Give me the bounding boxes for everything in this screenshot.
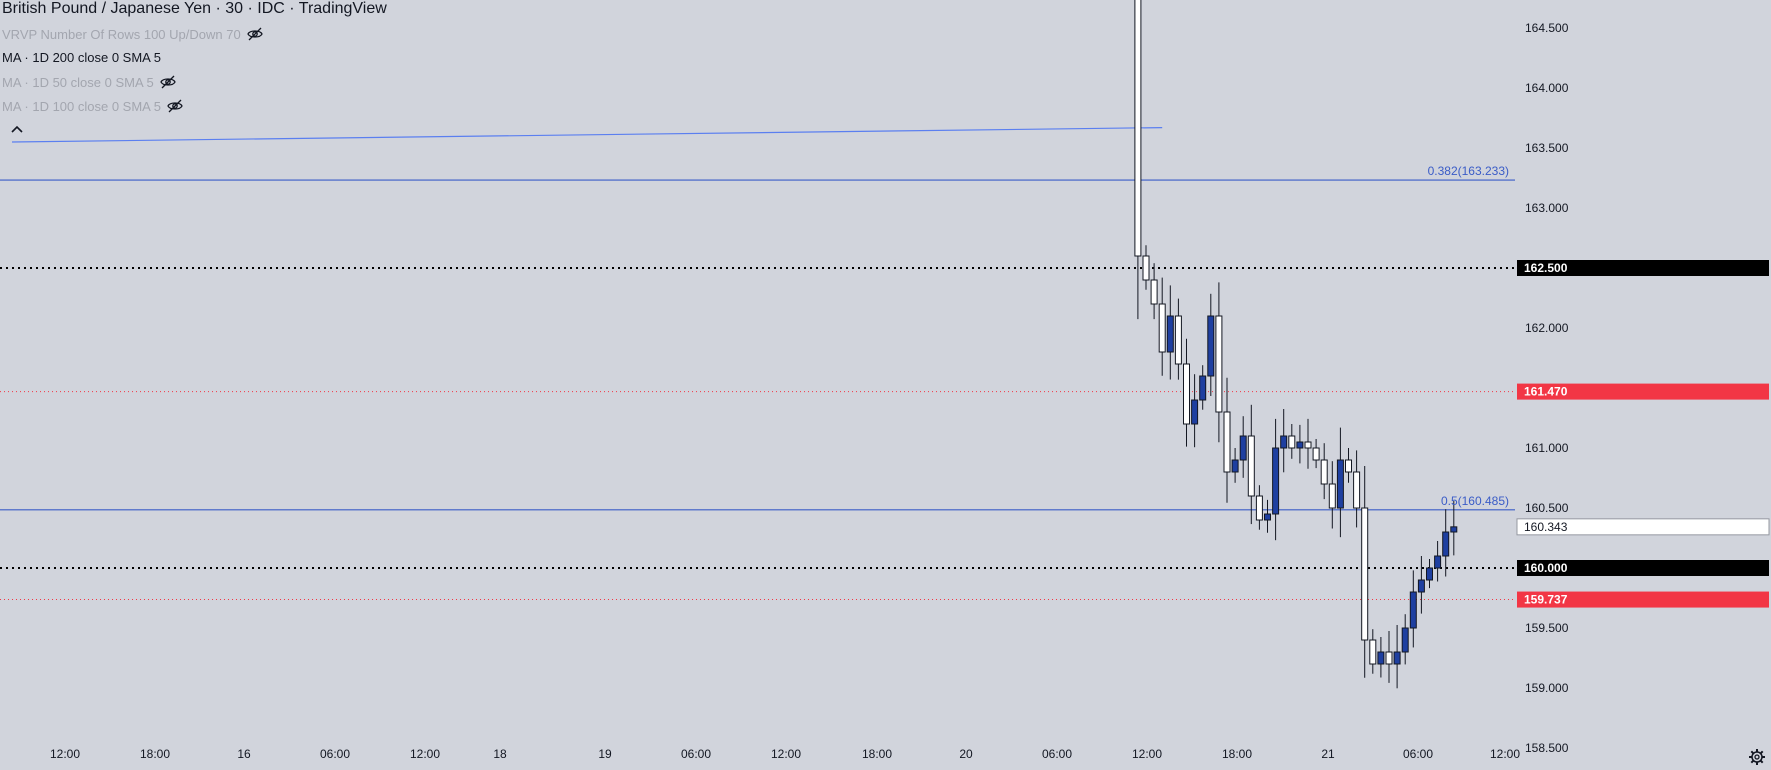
candle-body bbox=[1393, 651, 1401, 665]
price-tag-label: 162.500 bbox=[1524, 261, 1568, 275]
x-tick-label: 06:00 bbox=[1403, 747, 1433, 761]
x-tick-label: 06:00 bbox=[681, 747, 711, 761]
candle-body bbox=[1361, 507, 1369, 641]
candle-body bbox=[1312, 447, 1320, 461]
y-tick-label: 163.500 bbox=[1525, 141, 1569, 155]
y-tick-label: 158.500 bbox=[1525, 741, 1569, 755]
candle-body bbox=[1280, 435, 1288, 449]
chart-title: British Pound / Japanese Yen · 30 · IDC … bbox=[2, 0, 387, 17]
candle-body bbox=[1150, 279, 1158, 305]
x-tick-label: 20 bbox=[959, 747, 973, 761]
candle-body bbox=[1304, 441, 1312, 449]
chevron-up-icon[interactable] bbox=[10, 122, 24, 136]
price-tag bbox=[1517, 560, 1769, 576]
indicator-label: MA · 1D 100 close 0 SMA 5 bbox=[2, 98, 161, 114]
price-tag bbox=[1517, 260, 1769, 276]
trend-line bbox=[11, 127, 1163, 143]
x-tick-label: 18:00 bbox=[1222, 747, 1252, 761]
candle-body bbox=[1231, 459, 1239, 473]
candle-body bbox=[1385, 651, 1393, 665]
candle-body bbox=[1442, 531, 1450, 557]
candle-body bbox=[1353, 471, 1361, 509]
price-tag bbox=[1517, 383, 1769, 400]
candle-body bbox=[1183, 363, 1190, 425]
y-tick-label: 161.000 bbox=[1525, 441, 1569, 455]
candle-body bbox=[1369, 639, 1377, 665]
x-tick-label: 12:00 bbox=[1132, 747, 1162, 761]
candle-body bbox=[1434, 555, 1442, 569]
indicator-label: MA · 1D 200 close 0 SMA 5 bbox=[2, 50, 161, 65]
eye-off-icon[interactable] bbox=[167, 98, 183, 114]
price-tag bbox=[1517, 591, 1769, 608]
candle-body bbox=[1401, 627, 1409, 653]
candle-body bbox=[1199, 375, 1207, 401]
price-tag bbox=[1516, 518, 1770, 536]
candle-body bbox=[1377, 651, 1385, 665]
candle-body bbox=[1134, 0, 1142, 257]
gear-icon[interactable] bbox=[1748, 748, 1766, 766]
candle-body bbox=[1207, 315, 1215, 377]
indicator-label: VRVP Number Of Rows 100 Up/Down 70 bbox=[2, 26, 241, 42]
y-tick-label: 159.000 bbox=[1525, 681, 1569, 695]
candle-body bbox=[1272, 447, 1280, 515]
candle-body bbox=[1247, 435, 1255, 497]
candle-body bbox=[1320, 459, 1328, 485]
indicator-ma-100[interactable]: MA · 1D 100 close 0 SMA 5 bbox=[2, 98, 183, 114]
candle-body bbox=[1426, 567, 1433, 581]
eye-off-icon[interactable] bbox=[160, 74, 176, 90]
y-tick-label: 159.500 bbox=[1525, 621, 1569, 635]
candle-body bbox=[1255, 495, 1263, 521]
price-tag-label: 160.343 bbox=[1524, 520, 1568, 534]
candle-body bbox=[1239, 435, 1247, 461]
candle-body bbox=[1296, 441, 1304, 449]
candle-body bbox=[1174, 315, 1182, 365]
y-tick-label: 160.500 bbox=[1525, 501, 1569, 515]
price-tag-label: 159.737 bbox=[1524, 593, 1568, 607]
x-tick-label: 18 bbox=[493, 747, 507, 761]
x-tick-label: 12:00 bbox=[771, 747, 801, 761]
eye-off-icon[interactable] bbox=[246, 26, 263, 42]
x-tick-label: 06:00 bbox=[320, 747, 350, 761]
fib-label: 0.5(160.485) bbox=[1441, 494, 1509, 508]
x-tick-label: 21 bbox=[1321, 747, 1335, 761]
candle-body bbox=[1215, 315, 1223, 413]
candle-body bbox=[1288, 435, 1296, 449]
candle-body bbox=[1328, 483, 1336, 509]
x-tick-label: 18:00 bbox=[862, 747, 892, 761]
indicator-vrvp[interactable]: VRVP Number Of Rows 100 Up/Down 70 bbox=[2, 26, 263, 42]
y-tick-label: 163.000 bbox=[1525, 201, 1569, 215]
candle-body bbox=[1264, 513, 1271, 521]
candle-body bbox=[1336, 459, 1344, 509]
candle-body bbox=[1142, 255, 1150, 281]
price-tag-label: 161.470 bbox=[1524, 385, 1568, 399]
x-tick-label: 12:00 bbox=[50, 747, 80, 761]
candle-body bbox=[1191, 399, 1199, 425]
x-tick-label: 12:00 bbox=[1490, 747, 1520, 761]
x-tick-label: 06:00 bbox=[1042, 747, 1072, 761]
candle-body bbox=[1166, 315, 1174, 353]
indicator-ma-200[interactable]: MA · 1D 200 close 0 SMA 5 bbox=[2, 50, 161, 65]
y-tick-label: 164.500 bbox=[1525, 21, 1569, 35]
candle-body bbox=[1409, 591, 1417, 629]
x-tick-label: 12:00 bbox=[410, 747, 440, 761]
candle-body bbox=[1417, 579, 1425, 593]
indicator-label: MA · 1D 50 close 0 SMA 5 bbox=[2, 74, 154, 90]
candle-body bbox=[1345, 459, 1352, 473]
y-tick-label: 162.000 bbox=[1525, 321, 1569, 335]
price-tag-label: 160.000 bbox=[1524, 561, 1568, 575]
candle-body bbox=[1158, 303, 1166, 353]
x-tick-label: 18:00 bbox=[140, 747, 170, 761]
x-tick-label: 19 bbox=[598, 747, 612, 761]
x-tick-label: 16 bbox=[237, 747, 251, 761]
y-tick-label: 164.000 bbox=[1525, 81, 1569, 95]
fib-label: 0.382(163.233) bbox=[1428, 164, 1509, 178]
indicator-ma-50[interactable]: MA · 1D 50 close 0 SMA 5 bbox=[2, 74, 176, 90]
candle-body bbox=[1223, 411, 1231, 473]
candle-body bbox=[1450, 526, 1458, 533]
